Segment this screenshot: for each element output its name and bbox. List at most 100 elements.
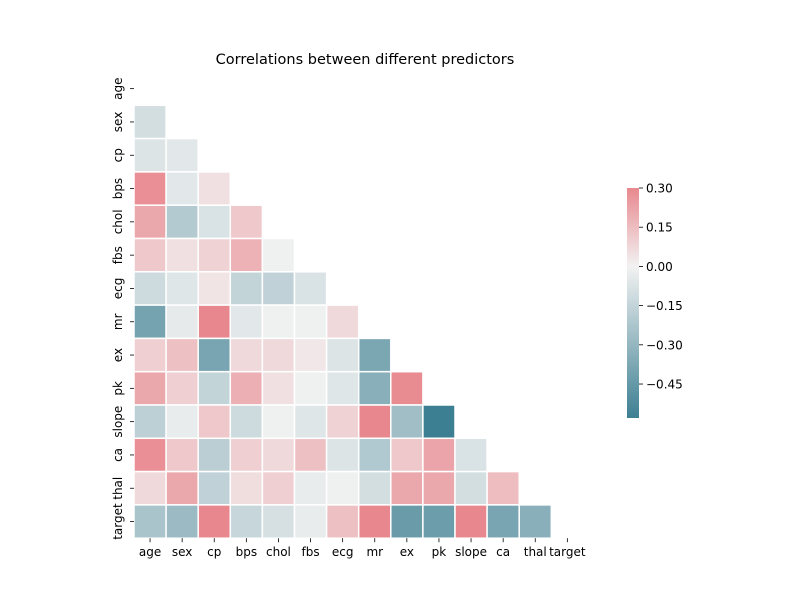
heatmap-cell-pk-mr xyxy=(357,370,392,406)
x-tick-label-target: target xyxy=(549,545,586,559)
heatmap-cell-ecg-chol xyxy=(261,271,296,306)
heatmap-cell-ecg-sex xyxy=(165,271,199,306)
heatmap-cell-chol-sex xyxy=(165,204,199,240)
heatmap-cell-slope-pk xyxy=(422,404,456,440)
chart-title: Correlations between different predictor… xyxy=(216,52,515,68)
y-tick-label-ex: ex xyxy=(111,348,125,362)
heatmap-cell-thal-chol xyxy=(261,470,296,506)
heatmap-cell-sex-age xyxy=(133,104,167,140)
heatmap-cell-pk-age xyxy=(133,370,167,406)
heatmap-cell-ecg-cp xyxy=(197,271,232,306)
colorbar-tick-label: 0.30 xyxy=(646,182,673,196)
heatmap-cell-ca-slope xyxy=(454,437,488,473)
heatmap-cell-fbs-chol xyxy=(261,237,296,273)
heatmap-cell-target-sex xyxy=(165,504,199,539)
heatmap-cell-mr-ecg xyxy=(325,304,360,340)
heatmap-cell-ca-ex xyxy=(390,437,424,473)
y-tick-label-sex: sex xyxy=(111,112,125,133)
x-tick-label-cp: cp xyxy=(207,545,221,559)
heatmap-cell-target-pk xyxy=(422,504,456,539)
heatmap-cell-chol-bps xyxy=(229,204,264,240)
colorbar-tick-label: −0.45 xyxy=(646,378,683,392)
heatmap-cell-target-age xyxy=(133,504,167,539)
x-tick-label-slope: slope xyxy=(455,545,487,559)
heatmap-cell-ca-bps xyxy=(229,437,264,473)
heatmap-cell-ex-cp xyxy=(197,337,232,373)
y-axis-ticks: age sex cp bps chol fbs ecg mr ex pk slope ca thal ta… xyxy=(111,77,134,540)
heatmap-cell-slope-age xyxy=(133,404,167,440)
colorbar-tick-label: −0.15 xyxy=(646,299,683,313)
x-tick-label-ex: ex xyxy=(400,545,414,559)
heatmap-cell-bps-age xyxy=(133,171,167,206)
heatmap-cell-ca-chol xyxy=(261,437,296,473)
heatmap-cell-ex-sex xyxy=(165,337,199,373)
heatmap-cell-slope-cp xyxy=(197,404,232,440)
y-tick-label-mr: mr xyxy=(111,313,125,330)
heatmap-cell-pk-fbs xyxy=(293,370,328,406)
y-tick-label-fbs: fbs xyxy=(111,246,125,264)
heatmap-cell-cp-sex xyxy=(165,137,199,173)
y-tick-label-thal: thal xyxy=(111,477,125,500)
heatmap-cell-mr-cp xyxy=(197,304,232,340)
y-tick-label-pk: pk xyxy=(111,381,125,396)
y-tick-label-cp: cp xyxy=(111,148,125,162)
heatmap-cell-mr-age xyxy=(133,304,167,340)
heatmap-cell-thal-cp xyxy=(197,470,232,506)
heatmap-cell-ecg-age xyxy=(133,271,167,306)
heatmap-cell-fbs-bps xyxy=(229,237,264,273)
x-tick-label-sex: sex xyxy=(172,545,193,559)
x-axis-ticks: age sex cp bps chol fbs ecg mr ex pk slope ca thal ta… xyxy=(139,538,586,559)
heatmap-cell-chol-age xyxy=(133,204,167,240)
heatmap-cell-thal-bps xyxy=(229,470,264,506)
x-tick-label-ecg: ecg xyxy=(332,545,354,559)
heatmap-cell-mr-bps xyxy=(229,304,264,340)
heatmap-cell-thal-sex xyxy=(165,470,199,506)
heatmap-cell-thal-ecg xyxy=(325,470,360,506)
heatmap-cell-fbs-sex xyxy=(165,237,199,273)
heatmap-cell-slope-fbs xyxy=(293,404,328,440)
heatmap-cell-pk-sex xyxy=(165,370,199,406)
heatmap-cell-ex-bps xyxy=(229,337,264,373)
heatmap-cell-target-bps xyxy=(229,504,264,539)
y-tick-label-bps: bps xyxy=(111,178,125,200)
heatmap-cell-mr-fbs xyxy=(293,304,328,340)
colorbar-tick-label: 0.00 xyxy=(646,260,673,274)
heatmap-cell-slope-chol xyxy=(261,404,296,440)
heatmap-cell-ex-ecg xyxy=(325,337,360,373)
heatmap-cell-target-slope xyxy=(454,504,488,539)
heatmap-cell-pk-ecg xyxy=(325,370,360,406)
colorbar-tick-label: −0.30 xyxy=(646,338,683,352)
heatmap-cell-ca-age xyxy=(133,437,167,473)
y-tick-label-chol: chol xyxy=(111,209,125,234)
heatmap-cell-chol-cp xyxy=(197,204,232,240)
heatmap-cell-pk-ex xyxy=(390,370,424,406)
y-tick-label-target: target xyxy=(111,503,125,540)
heatmap-cell-target-ex xyxy=(390,504,424,539)
heatmap-cell-ecg-fbs xyxy=(293,271,328,306)
heatmap-cell-ex-age xyxy=(133,337,167,373)
heatmap-cell-slope-mr xyxy=(357,404,392,440)
heatmap-cell-pk-chol xyxy=(261,370,296,406)
heatmap-cell-thal-mr xyxy=(357,470,392,506)
heatmap-cell-target-chol xyxy=(261,504,296,539)
heatmap-cell-slope-ex xyxy=(390,404,424,440)
heatmap-cell-ca-cp xyxy=(197,437,232,473)
heatmap-cell-pk-cp xyxy=(197,370,232,406)
heatmap-cells xyxy=(133,104,553,539)
heatmap-cell-target-thal xyxy=(518,504,553,539)
colorbar-tick-label: 0.15 xyxy=(646,221,673,235)
heatmap-cell-mr-sex xyxy=(165,304,199,340)
heatmap-cell-bps-cp xyxy=(197,171,232,206)
heatmap-cell-thal-pk xyxy=(422,470,456,506)
x-tick-label-mr: mr xyxy=(366,545,383,559)
heatmap-cell-cp-age xyxy=(133,137,167,173)
heatmap-cell-ca-fbs xyxy=(293,437,328,473)
heatmap-cell-thal-ex xyxy=(390,470,424,506)
heatmap-cell-slope-sex xyxy=(165,404,199,440)
heatmap-cell-target-mr xyxy=(357,504,392,539)
heatmap-cell-ex-mr xyxy=(357,337,392,373)
heatmap-cell-pk-bps xyxy=(229,370,264,406)
heatmap-cell-ca-mr xyxy=(357,437,392,473)
heatmap-cell-bps-sex xyxy=(165,171,199,206)
